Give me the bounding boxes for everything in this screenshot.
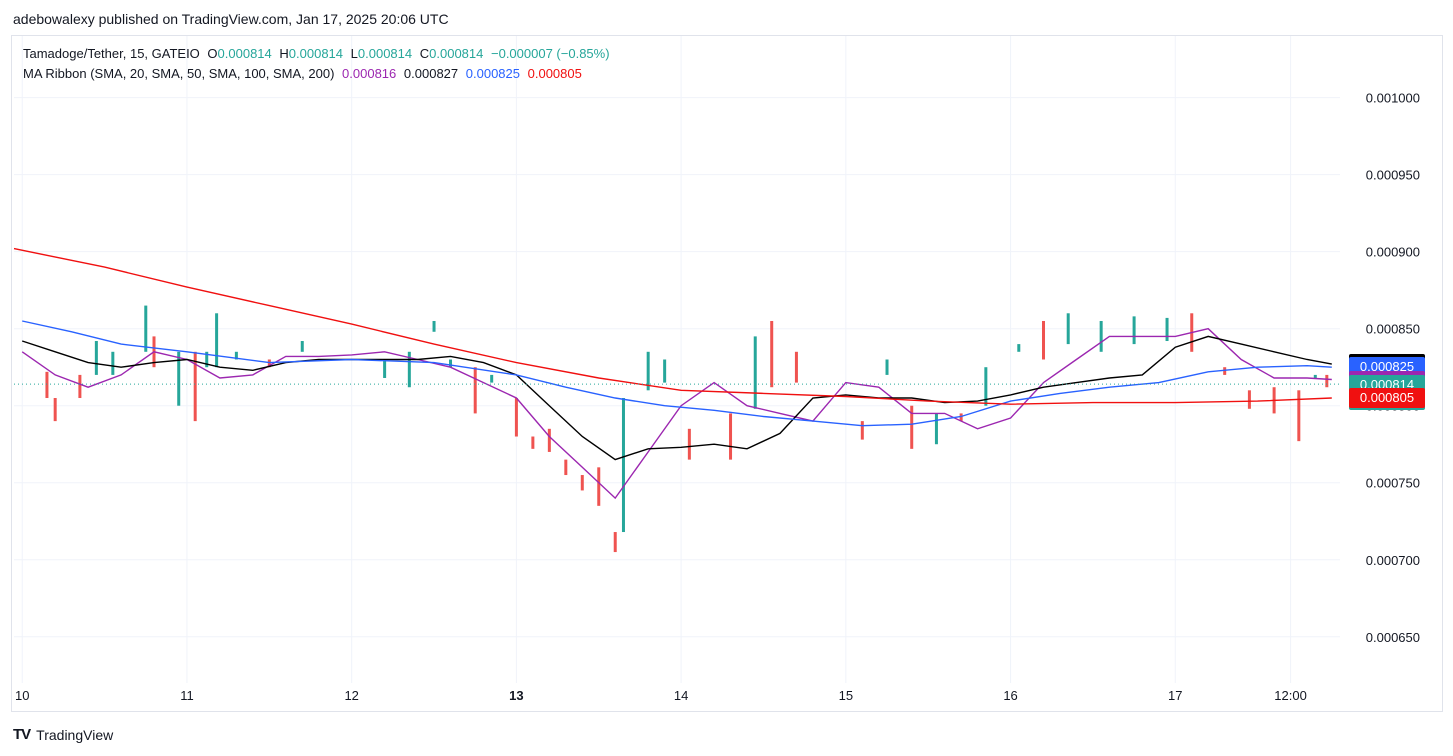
candle-down <box>910 405 914 449</box>
candle-up <box>885 359 889 375</box>
candle-down <box>1223 367 1227 375</box>
change-value: −0.000007 (−0.85%) <box>491 46 610 61</box>
candle-up <box>934 413 938 445</box>
candle-down <box>1297 390 1301 442</box>
x-tick-label: 11 <box>180 688 194 703</box>
x-tick-label: 17 <box>1168 688 1182 703</box>
x-tick-label: 15 <box>839 688 853 703</box>
ma-ribbon-legend: MA Ribbon (SMA, 20, SMA, 50, SMA, 100, S… <box>23 66 586 81</box>
ma-ribbon-label[interactable]: MA Ribbon (SMA, 20, SMA, 50, SMA, 100, S… <box>23 66 335 81</box>
open-value: O0.000814 <box>207 46 272 61</box>
price-tag-value: 0.000825 <box>1359 359 1415 375</box>
candle-up <box>1165 317 1169 342</box>
candle-down <box>78 374 82 399</box>
price-tag: 0.000805 <box>1349 388 1425 408</box>
x-tick-label: 12 <box>344 688 358 703</box>
candle-up <box>449 359 453 368</box>
candle-up <box>1066 313 1070 345</box>
candle-down <box>473 367 477 414</box>
candle-down <box>564 459 568 476</box>
ohlc-legend: Tamadoge/Tether, 15, GATEIO O0.000814 H0… <box>23 46 614 61</box>
y-tick-label: 0.000900 <box>1366 245 1420 260</box>
ma20-value: 0.000816 <box>342 66 397 81</box>
candle-up <box>300 341 304 352</box>
candle-down <box>1247 390 1251 409</box>
ma200-value: 0.000805 <box>527 66 582 81</box>
x-tick-label: 12:00 <box>1274 688 1307 703</box>
high-value: H0.000814 <box>279 46 344 61</box>
candle-up <box>215 313 219 368</box>
candle-down <box>770 320 774 388</box>
candle-up <box>1132 316 1136 345</box>
publish-info: adebowalexy published on TradingView.com… <box>13 11 449 27</box>
price-tag-value: 0.000805 <box>1359 390 1415 405</box>
sma100-line <box>22 320 1332 427</box>
candle-up <box>205 351 209 368</box>
candle-down <box>860 421 864 440</box>
candle-down <box>1325 374 1329 388</box>
candle-up <box>1313 374 1317 378</box>
candle-up <box>407 351 411 388</box>
x-tick-label: 13 <box>509 688 523 703</box>
y-tick-label: 0.000950 <box>1366 168 1420 183</box>
candle-up <box>177 351 181 406</box>
candle-down <box>687 428 691 460</box>
candle-up <box>1099 320 1103 352</box>
candle-down <box>193 351 197 422</box>
candle-down <box>729 413 733 460</box>
chart-frame[interactable] <box>11 35 1443 712</box>
y-tick-label: 0.000750 <box>1366 476 1420 491</box>
tradingview-footer[interactable]: TV TradingView <box>13 726 113 743</box>
symbol-label[interactable]: Tamadoge/Tether, 15, GATEIO <box>23 46 200 61</box>
x-tick-label: 14 <box>674 688 688 703</box>
candle-up <box>432 320 436 332</box>
candle-down <box>45 371 49 399</box>
y-tick-label: 0.000850 <box>1366 322 1420 337</box>
candle-up <box>234 351 238 360</box>
candle-down <box>531 436 535 449</box>
candle-down <box>597 467 601 506</box>
candle-down <box>794 351 798 383</box>
brand-label: TradingView <box>36 726 114 743</box>
candle-down <box>547 428 551 452</box>
y-tick-label: 0.001000 <box>1366 91 1420 106</box>
sma20-line <box>21 327 1332 500</box>
y-tick-label: 0.000650 <box>1366 630 1420 645</box>
ma100-value: 0.000825 <box>465 66 520 81</box>
candle-up <box>753 336 757 409</box>
candle-down <box>580 475 584 491</box>
candle-up <box>1017 344 1021 352</box>
candle-up <box>663 359 667 383</box>
candle-down <box>53 398 57 422</box>
low-value: L0.000814 <box>350 46 413 61</box>
candle-up <box>144 305 148 352</box>
candle-down <box>514 398 518 437</box>
tradingview-logo-icon: TV <box>13 726 31 743</box>
close-value: C0.000814 <box>419 46 484 61</box>
x-tick-label: 10 <box>15 688 29 703</box>
candle-down <box>267 359 271 368</box>
candle-down <box>613 532 617 553</box>
candle-up <box>94 341 98 375</box>
candle-up <box>111 351 115 375</box>
candle-down <box>1042 320 1046 360</box>
candle-down <box>959 413 963 422</box>
sma200-line <box>13 247 1332 405</box>
candle-up <box>646 351 650 391</box>
candle-up <box>984 367 988 406</box>
x-tick-label: 16 <box>1003 688 1017 703</box>
candle-up <box>383 359 387 378</box>
candle-up <box>490 374 494 383</box>
candle-up <box>621 398 625 533</box>
sma50-line <box>21 335 1332 461</box>
y-tick-label: 0.000700 <box>1366 553 1420 568</box>
ma50-value: 0.000827 <box>403 66 459 81</box>
